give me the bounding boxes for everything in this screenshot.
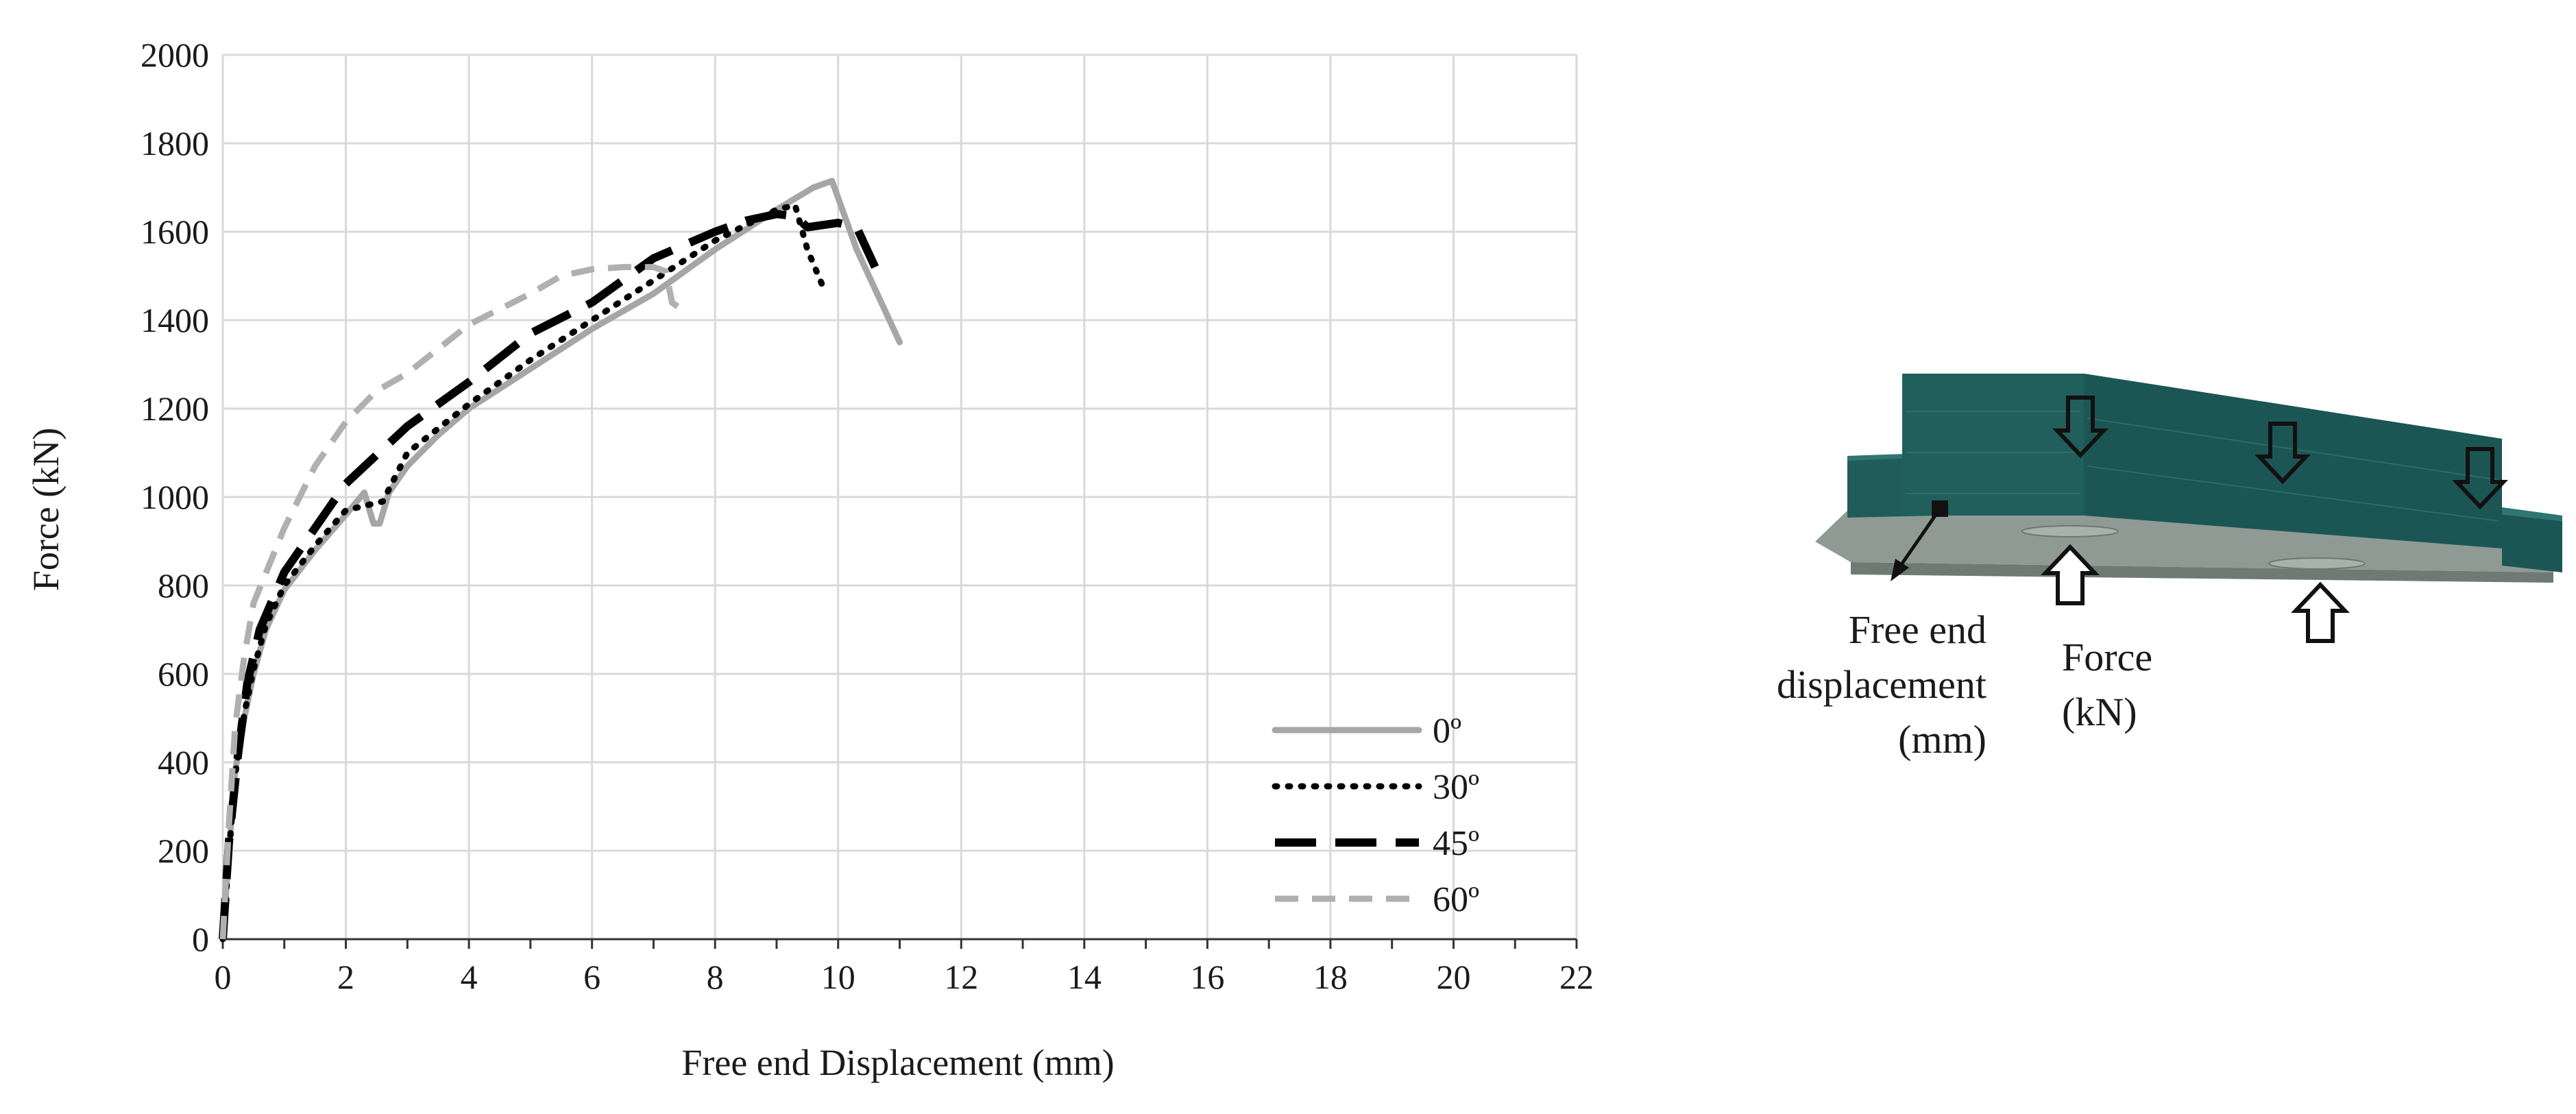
y-tick-label: 1800 (141, 124, 209, 162)
x-tick-label: 6 (583, 958, 600, 996)
y-tick-label: 1000 (141, 478, 209, 516)
load-arrow-1-icon (2052, 396, 2109, 459)
right-flange-front (2502, 514, 2562, 572)
main-block-front (2084, 374, 2502, 548)
chart-grid (221, 53, 1578, 941)
legend-label-1: 30º (1433, 768, 1479, 807)
displacement-label-line1: Free end (1849, 607, 1986, 652)
series-line-2 (219, 210, 879, 940)
x-axis-title: Free end Displacement (mm) (681, 1042, 1114, 1083)
x-tick-label: 2 (337, 958, 354, 996)
load-arrow-2-icon (2255, 422, 2311, 485)
x-tick-label: 16 (1190, 958, 1224, 996)
legend-label-0: 0º (1433, 712, 1461, 751)
free-end-leader (1895, 511, 1939, 572)
support-pad-left (2021, 525, 2119, 537)
x-tick-label: 12 (944, 958, 978, 996)
main-block-left (1902, 374, 2084, 516)
reaction-arrow-1-icon (2041, 544, 2100, 605)
series-line-3 (219, 264, 680, 940)
series-line-0 (219, 178, 903, 943)
y-tick-label: 1600 (141, 213, 209, 251)
y-tick-label: 2000 (141, 36, 209, 74)
x-tick-label: 10 (821, 958, 855, 996)
x-tick-label: 18 (1313, 958, 1348, 996)
series-line-1 (219, 202, 829, 943)
base-plate-shadow (1851, 562, 2553, 583)
y-axis-title: Force (kN) (25, 428, 66, 591)
x-tick-label: 22 (1559, 958, 1594, 996)
x-tick-label: 8 (707, 958, 724, 996)
y-tick-label: 0 (192, 920, 209, 958)
y-tick-label: 600 (158, 655, 209, 693)
displacement-label-line2: displacement (1777, 662, 1986, 707)
right-flange-top (2502, 507, 2562, 521)
series-lines (219, 178, 903, 943)
x-tick-label: 4 (461, 958, 478, 996)
free-end-leader-arrowhead-icon (1891, 559, 1909, 581)
reaction-arrow-2-icon (2291, 581, 2350, 643)
force-displacement-chart: 0 200 400 600 800 1000 1200 1400 1600 1800 2000 0 2… (25, 36, 1594, 1083)
chart-legend: 0º 30º 45º 60º (1272, 712, 1479, 919)
x-tick-label: 14 (1067, 958, 1102, 996)
x-tick-label: 0 (215, 958, 232, 996)
x-tick-label: 20 (1436, 958, 1470, 996)
x-tick-labels: 0 2 4 6 8 10 12 14 16 18 20 22 (215, 958, 1594, 996)
beam-diagram: Free end displacement (mm) Force (kN) (1777, 374, 2562, 762)
force-label-line2: (kN) (2062, 690, 2137, 734)
y-tick-label: 400 (158, 743, 209, 782)
y-tick-label: 200 (158, 832, 209, 870)
support-pad-right (2268, 557, 2366, 570)
legend-label-2: 45º (1433, 824, 1479, 863)
y-tick-label: 1200 (141, 389, 209, 428)
y-tick-label: 800 (158, 566, 209, 605)
displacement-label-line3: (mm) (1898, 717, 1986, 762)
chart-axes (221, 938, 1578, 949)
y-tick-label: 1400 (141, 301, 209, 339)
y-tick-labels: 0 200 400 600 800 1000 1200 1400 1600 1800 2000 (141, 36, 209, 958)
load-arrow-3-icon (2452, 447, 2508, 510)
legend-label-3: 60º (1433, 880, 1479, 919)
force-label-line1: Force (2062, 635, 2152, 679)
